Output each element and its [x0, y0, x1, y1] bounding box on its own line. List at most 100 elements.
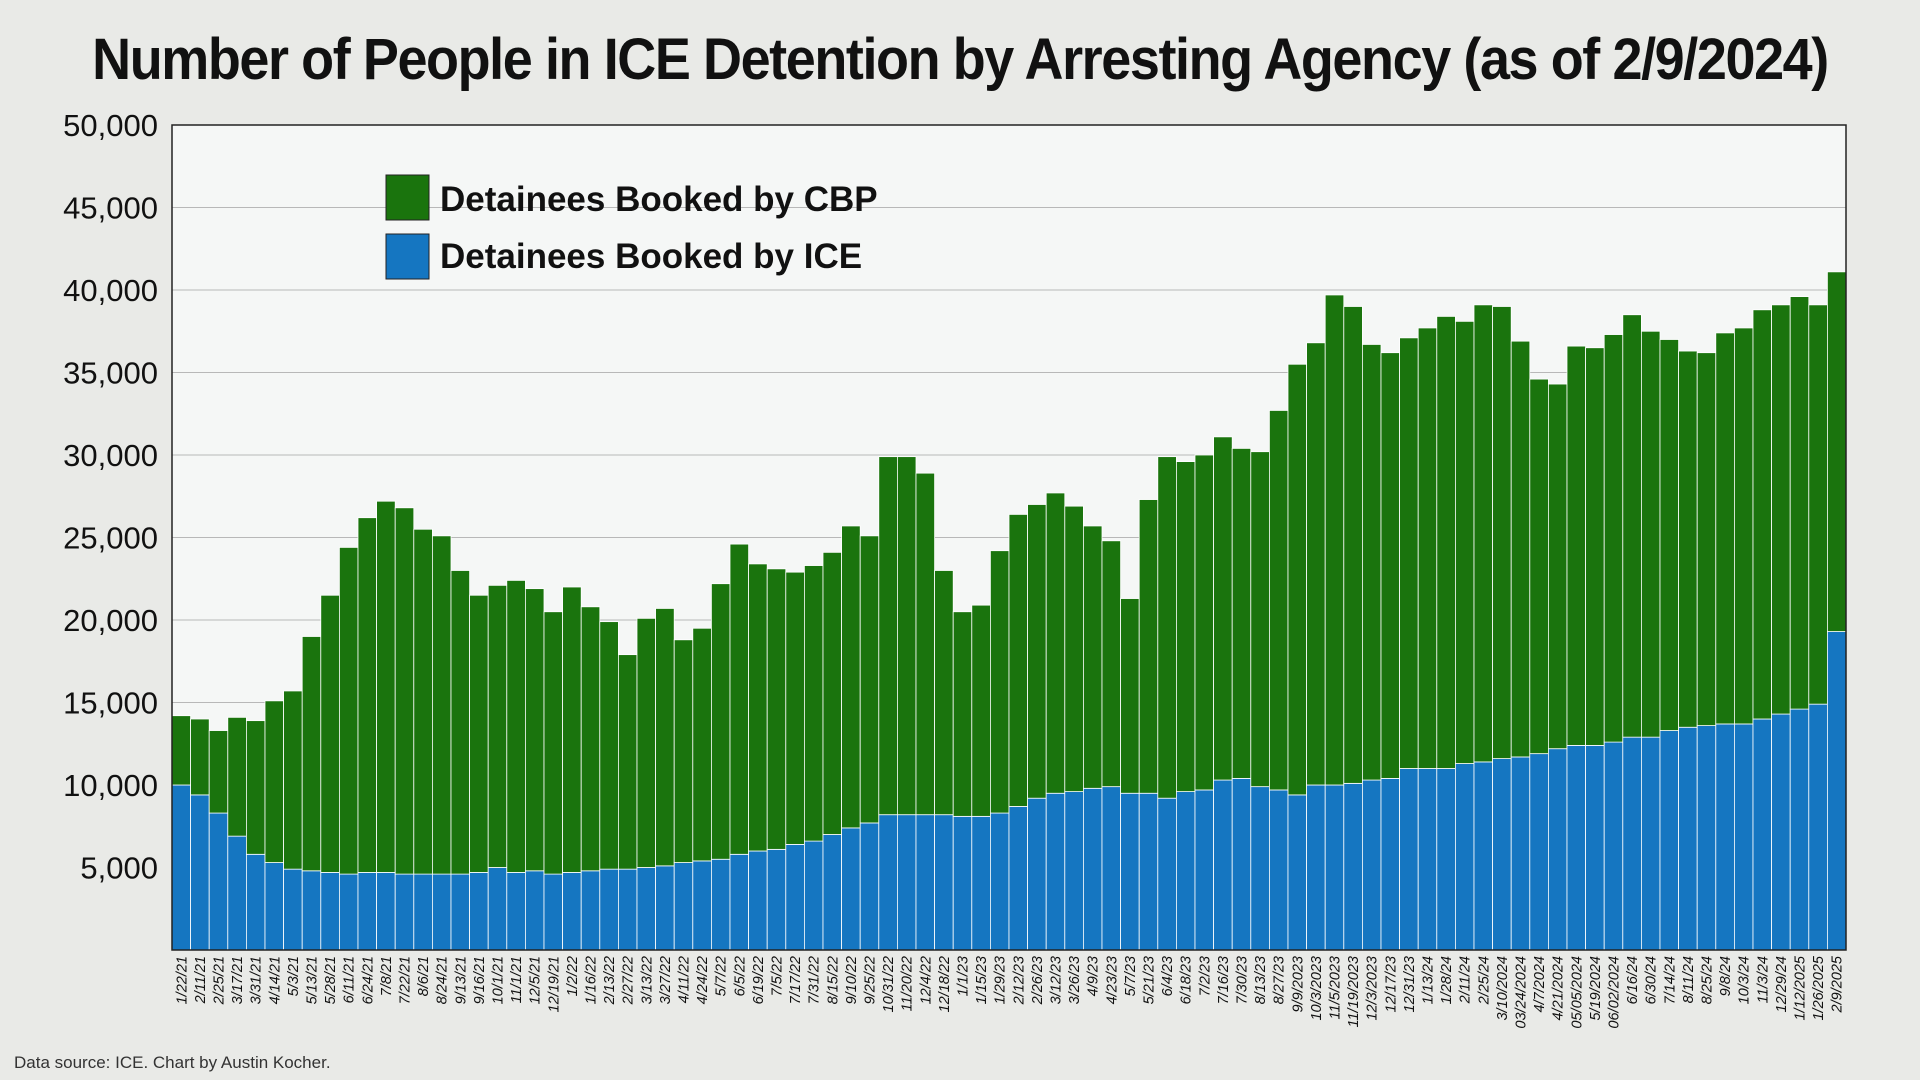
y-tick-label: 15,000 [63, 686, 158, 721]
bar-cbp [227, 716, 247, 837]
bar-ice [580, 870, 601, 951]
bar-cbp [915, 472, 936, 816]
legend-swatch-cbp [385, 174, 430, 221]
bar-cbp [1306, 342, 1326, 786]
bar-ice [190, 794, 210, 951]
bar-ice [1324, 784, 1345, 951]
bar-cbp [655, 608, 675, 867]
bar-ice [487, 867, 508, 951]
bar-ice [897, 814, 917, 951]
bar-ice [376, 872, 396, 951]
bar-ice [525, 870, 545, 951]
bar-ice [1659, 730, 1680, 951]
bar-ice [1752, 718, 1773, 951]
bar-cbp [562, 586, 582, 873]
x-tick-label: 7/5/22 [770, 956, 786, 996]
y-tick-label: 30,000 [63, 438, 158, 473]
bar-ice [1734, 723, 1754, 951]
bar-ice [1176, 791, 1196, 951]
bar-ice [990, 812, 1010, 951]
x-tick-label: 4/14/21 [267, 956, 283, 1004]
bar-cbp [283, 690, 303, 870]
legend-label-ice: Detainees Booked by ICE [440, 237, 862, 276]
bar-ice [766, 848, 787, 951]
bar-cbp [1771, 304, 1791, 715]
bar-cbp [1436, 315, 1456, 769]
x-tick-label: 1/2/22 [565, 956, 581, 996]
bar-cbp [1492, 306, 1512, 760]
bar-cbp [766, 568, 787, 850]
bar-ice [636, 867, 657, 951]
bar-cbp [1324, 294, 1345, 786]
bar-cbp [1380, 352, 1401, 779]
x-tick-label: 5/19/2024 [1588, 956, 1604, 1021]
bar-cbp [711, 583, 731, 860]
x-tick-label: 1/13/24 [1421, 956, 1437, 1004]
x-tick-label: 6/18/23 [1179, 956, 1195, 1004]
bar-ice [543, 873, 564, 951]
y-tick-label: 35,000 [63, 356, 158, 391]
bar-ice [1473, 761, 1494, 951]
x-tick-label: 1/22/21 [174, 956, 190, 1004]
bar-ice [301, 870, 322, 951]
bar-ice [264, 862, 285, 951]
bar-ice [1622, 736, 1642, 951]
bar-cbp [1659, 339, 1680, 731]
x-tick-label: 9/9/2023 [1290, 956, 1306, 1012]
x-tick-label: 9/8/24 [1718, 956, 1734, 996]
bar-cbp [971, 604, 991, 817]
bar-ice [1771, 713, 1791, 951]
x-tick-label: 3/31/21 [249, 956, 265, 1004]
bar-cbp [1250, 451, 1270, 788]
bar-ice [171, 784, 192, 951]
bar-ice [1306, 784, 1326, 951]
bar-cbp [1362, 344, 1382, 781]
bar-ice [208, 812, 229, 951]
x-tick-label: 7/8/21 [379, 956, 395, 996]
bar-cbp [1715, 332, 1735, 725]
bar-ice [227, 835, 247, 951]
x-tick-label: 7/31/22 [807, 956, 823, 1004]
x-tick-label: 2/26/23 [1030, 956, 1046, 1005]
x-tick-label: 5/7/23 [1123, 956, 1139, 996]
bar-cbp [1101, 540, 1122, 788]
bar-ice [934, 814, 954, 951]
y-axis-tick-labels: 5,000 10,000 15,000 20,000 25,000 30,000 35,00… [63, 108, 158, 886]
bar-cbp [1120, 598, 1140, 794]
bar-cbp [1399, 337, 1419, 769]
bar-ice [1362, 779, 1382, 951]
x-tick-label: 11/5/2023 [1328, 956, 1344, 1019]
bar-ice [1827, 631, 1847, 951]
bar-ice [1436, 768, 1456, 951]
bar-cbp [1417, 327, 1438, 769]
x-tick-label: 9/10/22 [844, 956, 860, 1004]
bar-cbp [1008, 514, 1029, 807]
bar-cbp [1045, 492, 1066, 794]
y-tick-label: 45,000 [63, 191, 158, 226]
x-tick-label: 8/27/23 [1272, 956, 1288, 1004]
bar-ice [1492, 758, 1512, 951]
bar-cbp [878, 456, 898, 816]
bar-cbp [357, 517, 378, 873]
y-tick-label: 40,000 [63, 273, 158, 308]
bar-cbp [692, 627, 712, 862]
bar-ice [1455, 763, 1475, 951]
x-tick-label: 7/22/21 [398, 956, 414, 1004]
y-tick-label: 25,000 [63, 521, 158, 556]
bar-ice [804, 840, 824, 951]
x-tick-label: 3/10/2024 [1495, 956, 1511, 1021]
bar-cbp [338, 547, 359, 875]
x-tick-label: 8/6/21 [416, 956, 432, 996]
x-tick-label: 2/12/23 [1011, 956, 1027, 1005]
x-tick-label: 12/4/22 [918, 956, 934, 1004]
bar-cbp [525, 588, 545, 872]
bar-cbp [618, 654, 638, 870]
bar-ice [1027, 797, 1047, 951]
bar-cbp [1231, 447, 1252, 779]
bar-ice [1678, 726, 1698, 951]
x-tick-label: 3/12/23 [1049, 956, 1065, 1004]
bar-cbp [952, 611, 973, 817]
bar-ice [1715, 723, 1735, 951]
bar-cbp [804, 565, 824, 842]
bar-cbp [1696, 352, 1717, 727]
